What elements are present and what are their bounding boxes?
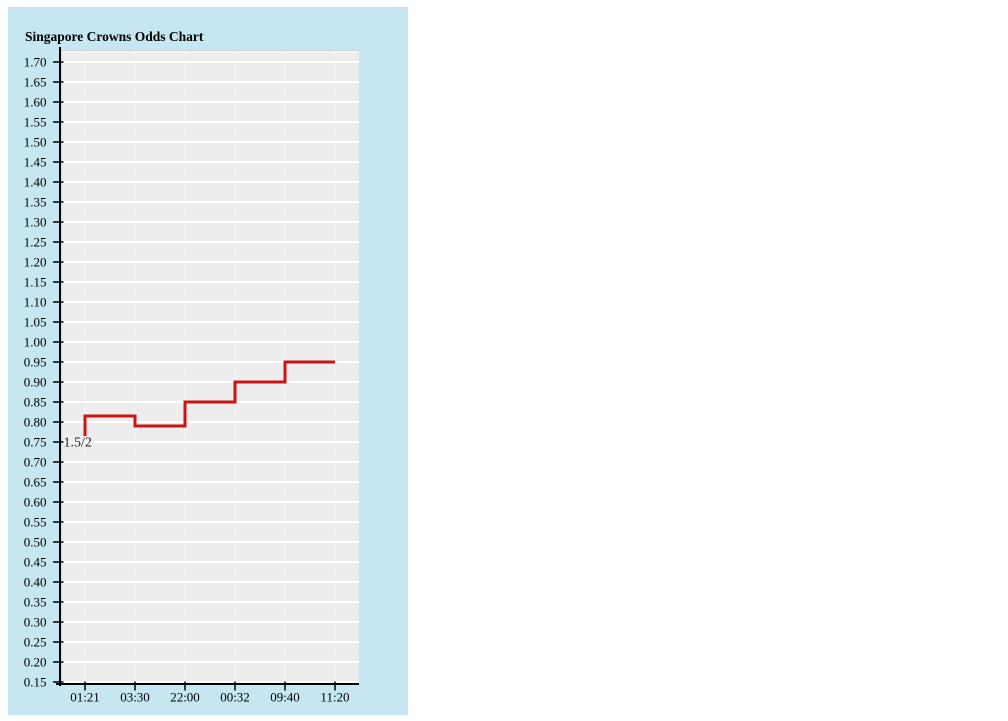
- y-tick-label: 1.60: [24, 95, 47, 110]
- y-tick-label: 0.85: [24, 395, 47, 410]
- y-tick-label: 0.65: [24, 475, 47, 490]
- y-tick-label: 0.90: [24, 375, 47, 390]
- y-tick-label: 1.35: [24, 195, 47, 210]
- y-tick-label: 0.60: [24, 495, 47, 510]
- y-tick-label: 1.05: [24, 315, 47, 330]
- y-tick-label: 1.50: [24, 135, 47, 150]
- y-tick-label: 0.20: [24, 655, 47, 670]
- y-tick-label: 0.80: [24, 415, 47, 430]
- y-tick-label: 0.55: [24, 515, 47, 530]
- odds-step-line: [83, 360, 335, 436]
- y-tick-label: 1.55: [24, 115, 47, 130]
- y-tick-label: 0.30: [24, 615, 47, 630]
- x-tick-label: 11:20: [320, 690, 349, 705]
- y-tick-label: 0.40: [24, 575, 47, 590]
- y-tick-label: 0.75: [24, 435, 47, 450]
- handicap-annotation: 1.5/2: [64, 436, 92, 451]
- x-tick-label: 03:30: [120, 690, 150, 705]
- y-tick-label: 1.30: [24, 215, 47, 230]
- y-tick-label: 1.45: [24, 155, 47, 170]
- y-tick-label: 1.70: [24, 55, 47, 70]
- y-tick-label: 1.10: [24, 295, 47, 310]
- y-tick-label: 1.00: [24, 335, 47, 350]
- y-tick-label: 1.25: [24, 235, 47, 250]
- y-tick-label: 0.25: [24, 635, 47, 650]
- x-tick-label: 22:00: [170, 690, 200, 705]
- odds-chart-canvas: 1.70 1.65 1.60 1.55 1.50 1.45 1.40 1.35 1.30 1.25…: [24, 47, 359, 705]
- y-tick-label: 1.40: [24, 175, 47, 190]
- y-tick-label: 1.15: [24, 275, 47, 290]
- x-tick-label: 09:40: [270, 690, 300, 705]
- y-tick-label: 0.45: [24, 555, 47, 570]
- plot-area: [62, 50, 359, 684]
- x-tick-label: 01:21: [70, 690, 100, 705]
- chart-title: Singapore Crowns Odds Chart: [25, 29, 204, 44]
- y-tick-label: 0.95: [24, 355, 47, 370]
- x-tick-label: 00:32: [220, 690, 250, 705]
- y-tick-label: 0.50: [24, 535, 47, 550]
- y-tick-label: 0.15: [24, 675, 47, 690]
- y-tick-label: 1.20: [24, 255, 47, 270]
- y-tick-label: 0.35: [24, 595, 47, 610]
- y-tick-label: 0.70: [24, 455, 47, 470]
- y-tick-label: 1.65: [24, 75, 47, 90]
